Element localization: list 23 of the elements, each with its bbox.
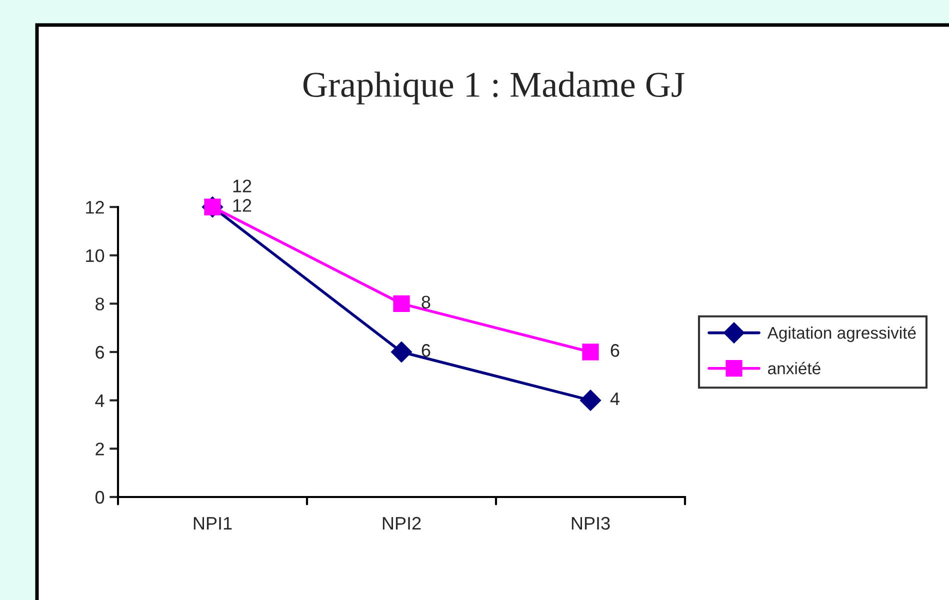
y-tick-label: 4: [95, 394, 104, 407]
legend-label: Agitation agressivité: [767, 326, 916, 342]
chart-title: Graphique 1 : Madame GJ: [303, 72, 684, 104]
y-tick-label: 6: [96, 346, 104, 359]
y-tick-label: 8: [96, 298, 104, 310]
legend-label: anxiété: [768, 362, 820, 374]
data-label: 6: [610, 344, 620, 357]
y-tick-label: 12: [86, 200, 104, 214]
point: [393, 295, 410, 312]
data-label: 6: [422, 344, 430, 357]
y-tick-label: 2: [96, 442, 104, 456]
point: [582, 344, 599, 360]
x-tick-label: NPI1: [194, 517, 232, 530]
point: [580, 390, 602, 411]
data-label: 4: [610, 392, 620, 405]
x-tick-label: NPI3: [572, 516, 610, 530]
y-tick-label: 10: [86, 249, 104, 262]
point: [390, 341, 412, 363]
data-label: 8: [422, 296, 430, 309]
data-label: 12: [233, 199, 252, 212]
x-tick-label: NPI2: [382, 516, 421, 530]
data-label: 12: [233, 180, 252, 192]
y-tick-label: 0: [95, 490, 104, 504]
